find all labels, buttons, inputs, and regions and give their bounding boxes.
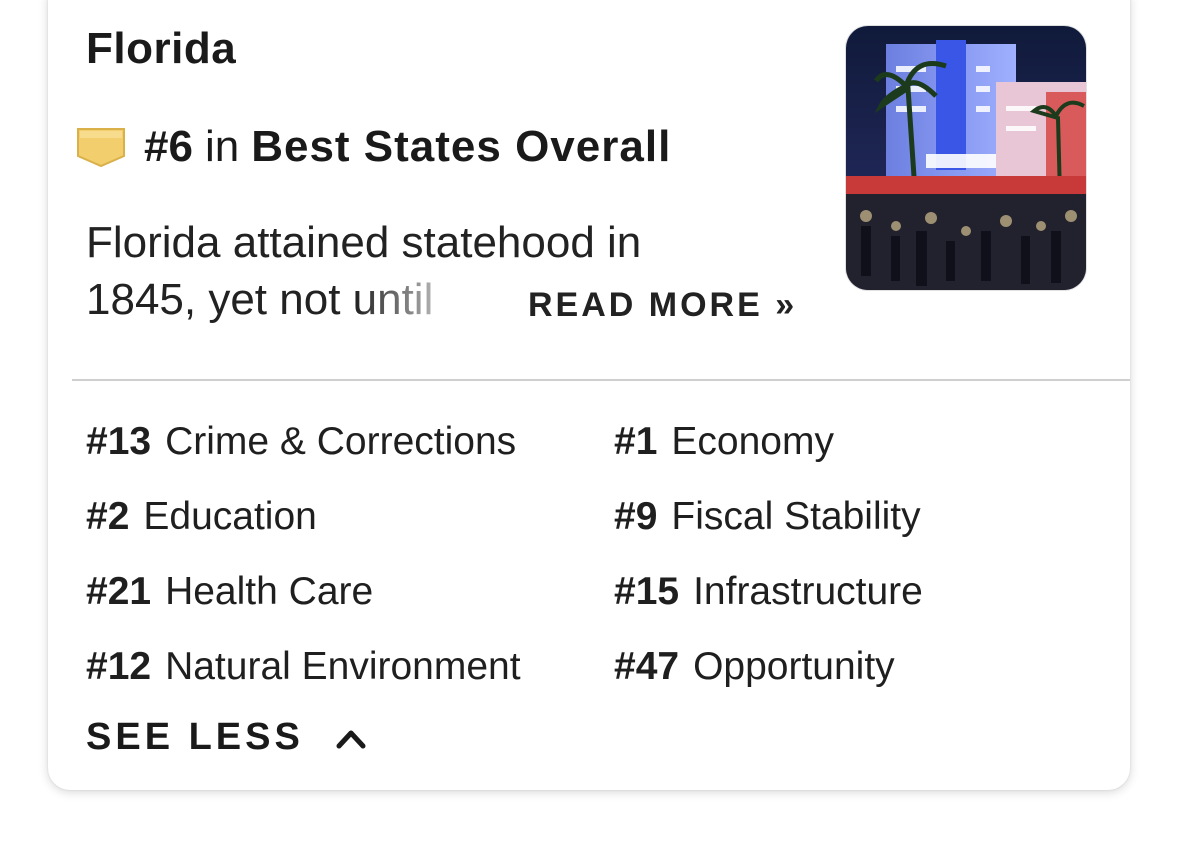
state-description: Florida attained statehood in 1845, yet … bbox=[86, 214, 726, 328]
state-card: Florida #6 in Best States Overall Florid… bbox=[48, 0, 1130, 790]
overall-rank-in: in bbox=[204, 122, 240, 171]
hotel-night-image bbox=[846, 26, 1086, 290]
ranking-number: #9 bbox=[614, 495, 658, 538]
ranking-item[interactable]: #21 Health Care bbox=[86, 570, 373, 614]
ranking-number: #15 bbox=[614, 570, 680, 613]
chevron-up-icon bbox=[336, 730, 366, 748]
ranking-number: #1 bbox=[614, 420, 658, 463]
ranking-number: #21 bbox=[86, 570, 152, 613]
state-title: Florida bbox=[86, 24, 237, 73]
ranking-number: #47 bbox=[614, 645, 680, 688]
ranking-label: Infrastructure bbox=[693, 570, 923, 613]
overall-rank[interactable]: #6 in Best States Overall bbox=[76, 125, 671, 169]
ranking-label: Health Care bbox=[165, 570, 374, 613]
ranking-item[interactable]: #47 Opportunity bbox=[614, 645, 895, 689]
description-line-2: 1845, yet not until bbox=[86, 275, 434, 324]
ranking-number: #13 bbox=[86, 420, 152, 463]
ranking-item[interactable]: #1 Economy bbox=[614, 420, 834, 464]
read-more-link[interactable]: READ MORE » bbox=[528, 286, 798, 324]
ranking-label: Economy bbox=[671, 420, 834, 463]
state-photo[interactable] bbox=[846, 26, 1086, 290]
see-less-button[interactable]: SEE LESS bbox=[86, 716, 366, 759]
ranking-item[interactable]: #2 Education bbox=[86, 495, 317, 539]
ranking-item[interactable]: #13 Crime & Corrections bbox=[86, 420, 516, 464]
ranking-label: Crime & Corrections bbox=[165, 420, 517, 463]
ranking-label: Fiscal Stability bbox=[671, 495, 921, 538]
ranking-label: Natural Environment bbox=[165, 645, 521, 688]
ranking-number: #12 bbox=[86, 645, 152, 688]
section-divider bbox=[72, 379, 1130, 381]
overall-rank-category[interactable]: Best States Overall bbox=[251, 122, 672, 171]
description-line-1: Florida attained statehood in bbox=[86, 218, 642, 267]
see-less-label: SEE LESS bbox=[86, 716, 304, 758]
ranking-item[interactable]: #15 Infrastructure bbox=[614, 570, 923, 614]
overall-rank-number: #6 bbox=[144, 122, 193, 171]
ranking-number: #2 bbox=[86, 495, 130, 538]
ranking-item[interactable]: #9 Fiscal Stability bbox=[614, 495, 921, 539]
ribbon-badge-icon bbox=[77, 128, 125, 168]
ranking-item[interactable]: #12 Natural Environment bbox=[86, 645, 521, 689]
ranking-label: Education bbox=[143, 495, 317, 538]
ranking-label: Opportunity bbox=[693, 645, 895, 688]
